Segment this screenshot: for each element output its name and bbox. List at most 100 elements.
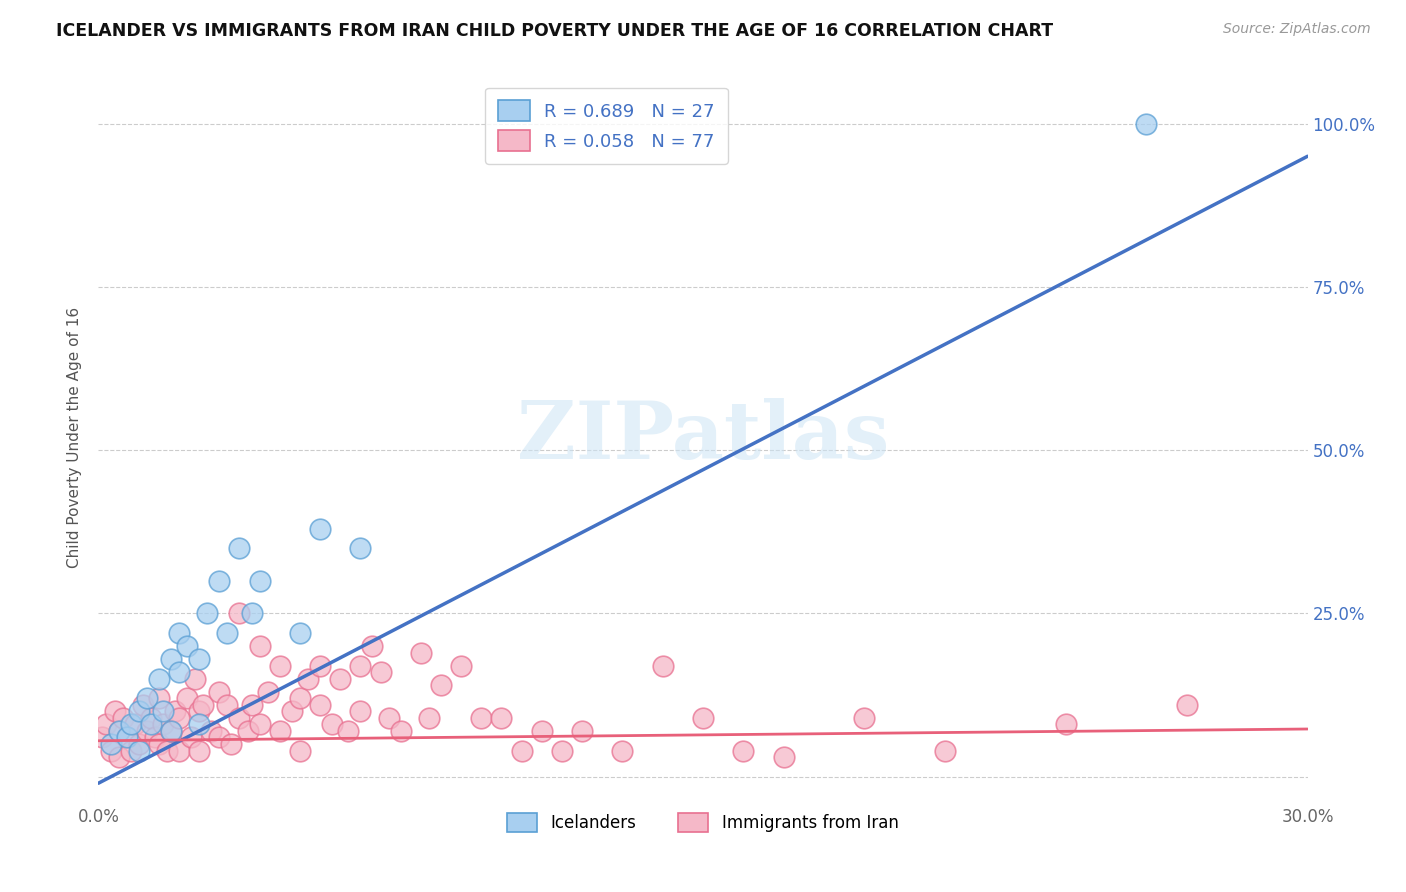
- Point: [217, 698, 239, 712]
- Point: [208, 685, 231, 699]
- Point: [1054, 717, 1077, 731]
- Point: [180, 731, 202, 745]
- Point: [139, 717, 162, 731]
- Point: [228, 607, 250, 621]
- Point: [111, 711, 134, 725]
- Point: [349, 658, 371, 673]
- Point: [733, 743, 755, 757]
- Point: [100, 743, 122, 757]
- Point: [91, 731, 114, 745]
- Point: [208, 731, 231, 745]
- Point: [152, 717, 174, 731]
- Point: [772, 750, 794, 764]
- Point: [128, 737, 150, 751]
- Point: [612, 743, 634, 757]
- Point: [96, 717, 118, 731]
- Point: [853, 711, 876, 725]
- Point: [184, 672, 207, 686]
- Point: [551, 743, 574, 757]
- Point: [236, 723, 259, 738]
- Point: [249, 574, 271, 588]
- Point: [188, 717, 211, 731]
- Point: [148, 672, 170, 686]
- Point: [389, 723, 412, 738]
- Legend: Icelanders, Immigrants from Iran: Icelanders, Immigrants from Iran: [494, 800, 912, 846]
- Text: ZIPatlas: ZIPatlas: [517, 398, 889, 476]
- Point: [228, 711, 250, 725]
- Point: [1175, 698, 1198, 712]
- Point: [135, 691, 157, 706]
- Point: [217, 626, 239, 640]
- Point: [269, 723, 291, 738]
- Point: [200, 723, 222, 738]
- Point: [256, 685, 278, 699]
- Point: [120, 717, 142, 731]
- Point: [309, 521, 332, 535]
- Point: [167, 626, 190, 640]
- Point: [349, 541, 371, 555]
- Point: [148, 737, 170, 751]
- Point: [167, 665, 190, 680]
- Point: [288, 691, 311, 706]
- Point: [193, 698, 215, 712]
- Point: [491, 711, 513, 725]
- Point: [120, 743, 142, 757]
- Point: [249, 717, 271, 731]
- Point: [571, 723, 593, 738]
- Point: [450, 658, 472, 673]
- Point: [188, 652, 211, 666]
- Point: [124, 717, 146, 731]
- Point: [208, 574, 231, 588]
- Point: [934, 743, 956, 757]
- Point: [107, 723, 129, 738]
- Point: [107, 750, 129, 764]
- Point: [132, 698, 155, 712]
- Point: [337, 723, 360, 738]
- Point: [135, 723, 157, 738]
- Point: [148, 691, 170, 706]
- Point: [176, 639, 198, 653]
- Point: [128, 743, 150, 757]
- Point: [377, 711, 399, 725]
- Point: [176, 691, 198, 706]
- Point: [115, 731, 138, 745]
- Point: [100, 737, 122, 751]
- Point: [139, 711, 162, 725]
- Point: [692, 711, 714, 725]
- Point: [281, 705, 304, 719]
- Y-axis label: Child Poverty Under the Age of 16: Child Poverty Under the Age of 16: [67, 307, 83, 567]
- Point: [167, 711, 190, 725]
- Point: [470, 711, 492, 725]
- Point: [152, 705, 174, 719]
- Text: Source: ZipAtlas.com: Source: ZipAtlas.com: [1223, 22, 1371, 37]
- Point: [160, 723, 183, 738]
- Text: ICELANDER VS IMMIGRANTS FROM IRAN CHILD POVERTY UNDER THE AGE OF 16 CORRELATION : ICELANDER VS IMMIGRANTS FROM IRAN CHILD …: [56, 22, 1053, 40]
- Point: [188, 743, 211, 757]
- Point: [103, 705, 125, 719]
- Point: [288, 626, 311, 640]
- Point: [510, 743, 533, 757]
- Point: [115, 731, 138, 745]
- Point: [269, 658, 291, 673]
- Point: [309, 658, 332, 673]
- Point: [143, 731, 166, 745]
- Point: [530, 723, 553, 738]
- Point: [297, 672, 319, 686]
- Point: [409, 646, 432, 660]
- Point: [288, 743, 311, 757]
- Point: [418, 711, 440, 725]
- Point: [160, 652, 183, 666]
- Point: [430, 678, 453, 692]
- Point: [349, 705, 371, 719]
- Point: [1135, 117, 1157, 131]
- Point: [329, 672, 352, 686]
- Point: [240, 698, 263, 712]
- Point: [163, 705, 186, 719]
- Point: [240, 607, 263, 621]
- Point: [309, 698, 332, 712]
- Point: [160, 723, 183, 738]
- Point: [361, 639, 384, 653]
- Point: [321, 717, 343, 731]
- Point: [188, 705, 211, 719]
- Point: [370, 665, 392, 680]
